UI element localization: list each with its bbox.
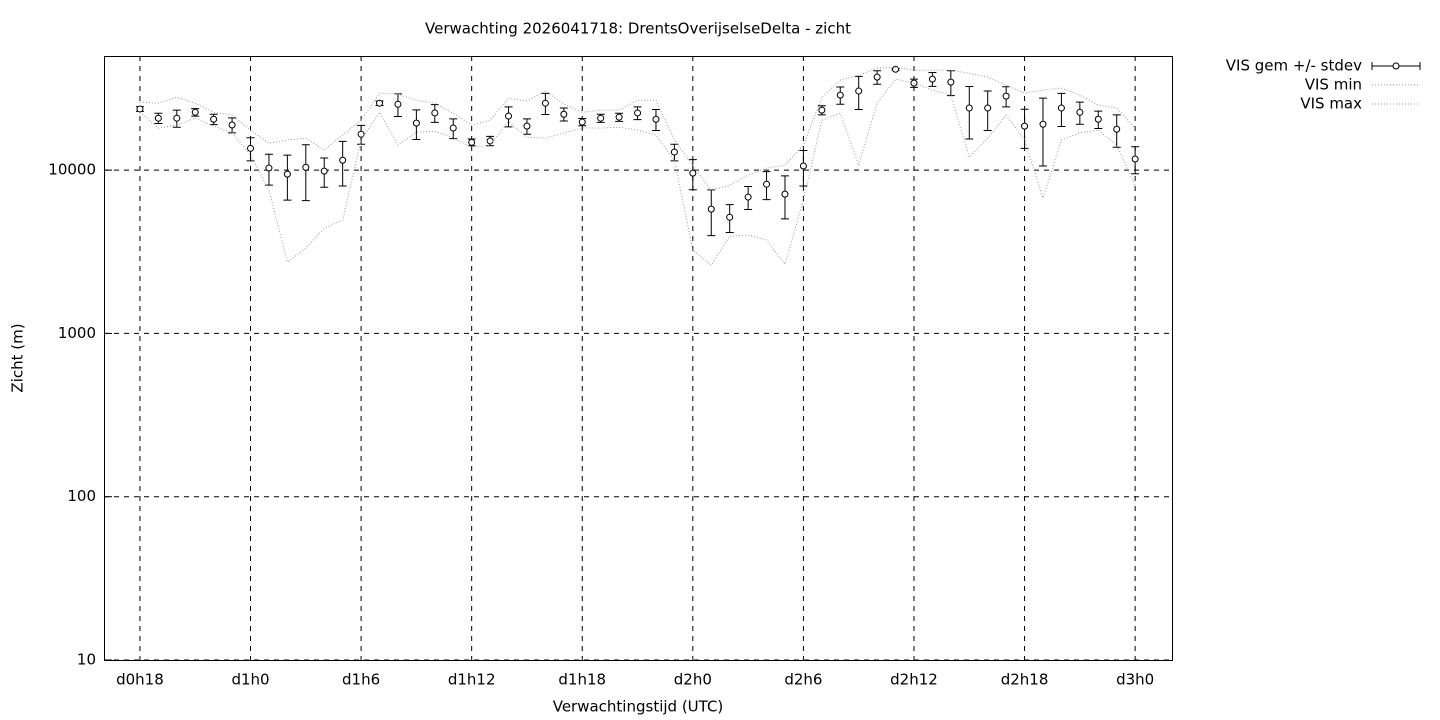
point	[634, 109, 642, 117]
point	[984, 104, 992, 112]
y-tick-label: 1000	[58, 324, 96, 342]
point	[670, 148, 678, 156]
point	[855, 87, 863, 95]
point	[265, 164, 273, 172]
x-tick-label: d1h0	[231, 671, 269, 689]
error-bar	[707, 189, 716, 237]
x-tick-label: d2h0	[674, 671, 712, 689]
point	[763, 180, 771, 188]
point	[560, 110, 568, 118]
point	[1076, 108, 1084, 116]
point	[283, 170, 291, 178]
point	[707, 205, 715, 213]
legend-label: VIS min	[1305, 76, 1362, 94]
point	[1057, 104, 1065, 112]
x-axis-label: Verwachtingstijd (UTC)	[553, 698, 724, 716]
x-tick-label: d0h18	[116, 671, 164, 689]
point	[799, 162, 807, 170]
plot-frame	[104, 56, 1173, 661]
point	[357, 130, 365, 138]
point	[836, 91, 844, 99]
point	[431, 109, 439, 117]
point	[486, 137, 494, 145]
point	[892, 65, 900, 73]
point	[744, 193, 752, 201]
point	[523, 122, 531, 130]
point	[302, 163, 310, 171]
point	[873, 73, 881, 81]
error-bar	[283, 154, 292, 201]
point	[173, 114, 181, 122]
point	[965, 104, 973, 112]
point	[1002, 92, 1010, 100]
x-tick-label: d2h12	[890, 671, 938, 689]
point	[652, 115, 660, 123]
point	[928, 75, 936, 83]
point	[449, 124, 457, 132]
point	[1131, 155, 1139, 163]
point	[210, 115, 218, 123]
point	[1113, 125, 1121, 133]
x-tick-label: d1h18	[558, 671, 606, 689]
point	[1021, 122, 1029, 130]
line	[139, 78, 1136, 266]
point	[689, 169, 697, 177]
point	[578, 118, 586, 126]
x-tick-label: d1h12	[448, 671, 496, 689]
legend-label: VIS gem +/- stdev	[1226, 57, 1362, 75]
x-tick-label: d2h6	[784, 671, 822, 689]
x-tick-label: d1h6	[342, 671, 380, 689]
point	[339, 156, 347, 164]
point	[154, 114, 162, 122]
point	[1094, 115, 1102, 123]
point	[726, 213, 734, 221]
point	[910, 79, 918, 87]
error-bar	[301, 144, 310, 202]
y-tick-label: 10	[77, 651, 96, 669]
point	[947, 78, 955, 86]
y-axis-label: Zicht (m)	[9, 323, 27, 392]
point	[505, 112, 513, 120]
y-tick-label: 10000	[48, 161, 96, 179]
line	[139, 66, 1136, 191]
point	[228, 121, 236, 129]
error-bar	[1038, 97, 1047, 167]
point	[541, 99, 549, 107]
x-tick-label: d3h0	[1116, 671, 1154, 689]
error-bar	[965, 86, 974, 140]
point	[320, 167, 328, 175]
point	[1039, 120, 1047, 128]
point	[136, 105, 144, 113]
point	[615, 113, 623, 121]
point	[247, 144, 255, 152]
point	[376, 99, 384, 107]
point	[818, 106, 826, 114]
legend-swatch	[1392, 62, 1400, 70]
point	[597, 114, 605, 122]
legend-label: VIS max	[1300, 95, 1362, 113]
point	[394, 100, 402, 108]
chart-title: Verwachting 2026041718: DrentsOverijsels…	[425, 20, 851, 38]
point	[468, 138, 476, 146]
point	[412, 119, 420, 127]
x-tick-label: d2h18	[1001, 671, 1049, 689]
y-tick-label: 100	[67, 487, 96, 505]
point	[781, 190, 789, 198]
point	[191, 108, 199, 116]
